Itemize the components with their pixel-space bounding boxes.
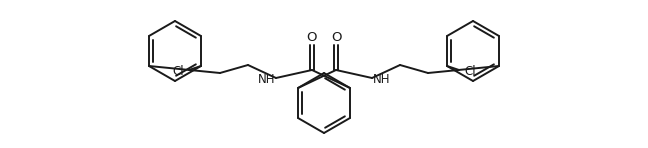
Text: O: O (330, 30, 341, 44)
Text: NH: NH (257, 73, 275, 86)
Text: Cl: Cl (172, 65, 184, 78)
Text: NH: NH (373, 73, 391, 86)
Text: Cl: Cl (464, 65, 476, 78)
Text: O: O (307, 30, 318, 44)
